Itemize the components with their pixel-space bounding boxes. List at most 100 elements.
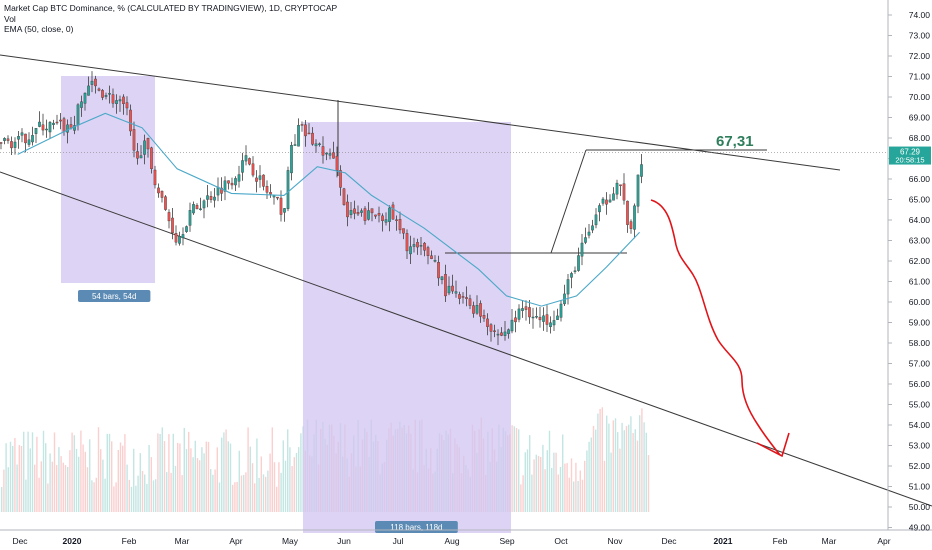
candle-up bbox=[360, 210, 363, 213]
volume-bar bbox=[97, 427, 100, 512]
candle-down bbox=[426, 247, 430, 257]
volume-bar bbox=[262, 474, 265, 512]
candle-up bbox=[584, 237, 587, 243]
candle-down bbox=[514, 317, 517, 323]
volume-bar bbox=[141, 471, 144, 512]
volume-bar bbox=[210, 469, 212, 512]
candle-down bbox=[125, 102, 129, 109]
candle-up bbox=[314, 143, 318, 147]
range-box bbox=[303, 122, 511, 533]
annotations: 67,31 bbox=[650, 133, 790, 458]
volume-bar bbox=[258, 477, 260, 512]
candle-down bbox=[486, 318, 489, 327]
candle-down bbox=[430, 255, 433, 259]
volume-bar bbox=[80, 430, 82, 512]
candle-down bbox=[164, 196, 167, 210]
candle-down bbox=[129, 109, 132, 132]
candle-up bbox=[577, 255, 580, 271]
candle-down bbox=[377, 213, 381, 216]
volume-bar bbox=[546, 450, 548, 512]
volume-bar bbox=[636, 440, 639, 512]
candle-up bbox=[83, 92, 87, 104]
candle-down bbox=[339, 170, 342, 188]
volume-bar bbox=[86, 467, 89, 512]
x-tick-label: Mar bbox=[175, 536, 190, 546]
candle-down bbox=[538, 316, 542, 321]
candle-up bbox=[503, 331, 507, 336]
volume-bar bbox=[53, 432, 56, 512]
candle-up bbox=[566, 279, 570, 295]
volume-bar bbox=[196, 458, 199, 512]
candle-down bbox=[619, 184, 622, 187]
candle-up bbox=[17, 135, 20, 140]
volume-bar bbox=[584, 460, 586, 512]
candle-up bbox=[104, 95, 108, 97]
volume-bar bbox=[601, 407, 603, 512]
candle-down bbox=[157, 187, 160, 194]
x-tick-label: Mar bbox=[822, 536, 837, 546]
volume-bar bbox=[152, 480, 155, 512]
volume-bar bbox=[155, 479, 157, 512]
volume-bar bbox=[606, 415, 608, 512]
trendline bbox=[550, 149, 587, 254]
candle-up bbox=[601, 198, 605, 204]
volume-bar bbox=[27, 431, 29, 512]
volume-bar bbox=[148, 445, 150, 512]
volume-bar bbox=[557, 474, 559, 512]
candle-up bbox=[66, 124, 69, 133]
x-tick-label: Dec bbox=[661, 536, 677, 546]
candle-up bbox=[48, 122, 52, 133]
candle-up bbox=[178, 235, 181, 244]
candle-down bbox=[195, 205, 199, 210]
candle-up bbox=[552, 320, 556, 326]
volume-bar bbox=[269, 453, 271, 512]
volume-bar bbox=[71, 432, 73, 512]
candle-up bbox=[367, 210, 370, 220]
volume-bar bbox=[139, 453, 141, 512]
candle-down bbox=[363, 208, 367, 221]
price-badge-value: 67.29 bbox=[900, 148, 921, 157]
x-tick-label: Jun bbox=[337, 536, 351, 546]
volume-bar bbox=[166, 472, 168, 512]
volume-bar bbox=[245, 472, 247, 512]
volume-bar bbox=[23, 431, 25, 512]
volume-bar bbox=[78, 456, 80, 512]
volume-bar bbox=[221, 437, 223, 512]
candle-up bbox=[192, 204, 195, 214]
volume-bar bbox=[117, 450, 119, 512]
x-tick-label: Apr bbox=[229, 536, 242, 546]
candle-up bbox=[521, 308, 524, 311]
volume-bar bbox=[49, 453, 51, 512]
candle-down bbox=[101, 90, 104, 98]
volume-bar bbox=[179, 443, 181, 512]
price-badge bbox=[889, 146, 931, 165]
volume-bar bbox=[522, 475, 524, 512]
candle-down bbox=[262, 174, 265, 187]
volume-bar bbox=[108, 433, 111, 512]
volume-bar bbox=[212, 474, 214, 512]
volume-bar bbox=[240, 475, 243, 512]
volume-bar bbox=[535, 454, 537, 512]
volume-bar bbox=[641, 408, 643, 512]
candle-down bbox=[622, 183, 626, 201]
volume-bar bbox=[284, 460, 287, 512]
candle-down bbox=[94, 78, 97, 87]
volume-bar bbox=[643, 422, 645, 512]
y-tick-label: 71.00 bbox=[909, 72, 931, 82]
candles bbox=[0, 71, 643, 346]
candle-up bbox=[591, 225, 594, 231]
candle-up bbox=[633, 205, 636, 230]
legend-vol: Vol bbox=[4, 13, 16, 24]
volume-bar bbox=[291, 466, 293, 512]
candle-up bbox=[290, 144, 293, 174]
volume-bar bbox=[168, 434, 170, 512]
volume-bar bbox=[5, 443, 7, 512]
volume-bar bbox=[93, 482, 95, 512]
volume-bar bbox=[64, 465, 67, 512]
volume-bar bbox=[205, 441, 207, 512]
candle-up bbox=[34, 127, 38, 134]
x-tick-label: Sep bbox=[499, 536, 514, 546]
volume-bar bbox=[122, 445, 124, 512]
y-tick-label: 50.00 bbox=[909, 502, 931, 512]
